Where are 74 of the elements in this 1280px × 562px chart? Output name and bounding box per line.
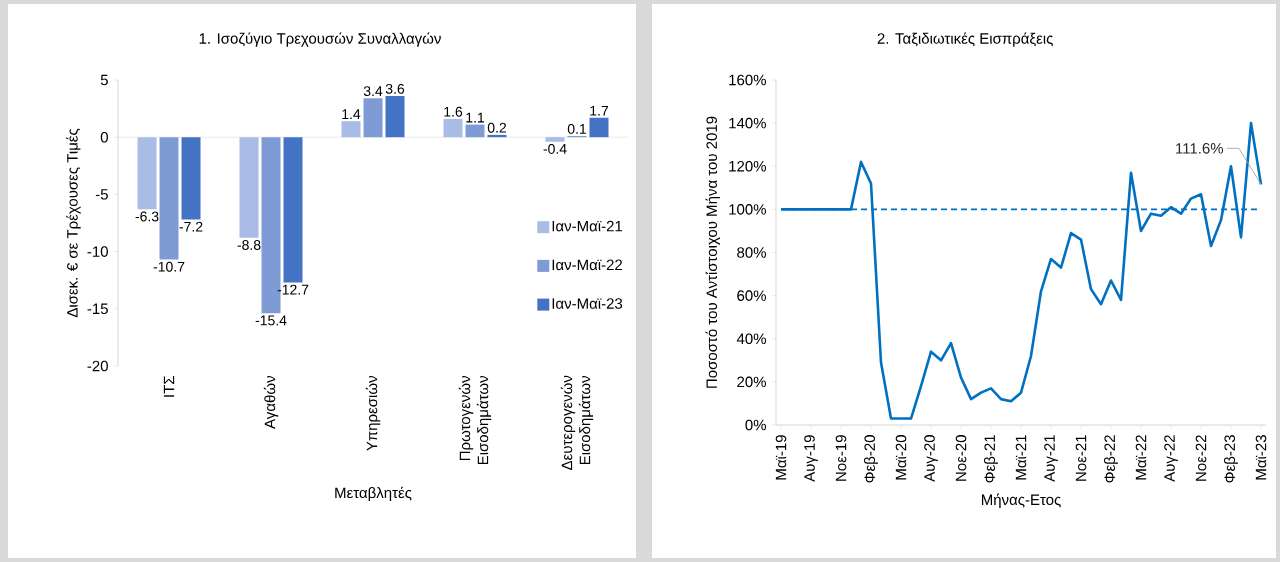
x-axis-title: Μεταβλητές (335, 486, 412, 502)
data-label: -7.2 (179, 221, 203, 232)
y-tick-label: -20 (87, 360, 108, 372)
legend-label: Ιαν-Μαϊ-21 (552, 220, 623, 232)
bar (589, 117, 609, 138)
x-tick-label: Αγαθών (263, 376, 279, 429)
x-axis-title: Μήνας-Ετος (981, 493, 1061, 509)
annotation: 111.6% (1176, 143, 1224, 154)
x-tick-label: Αυγ-21 (1044, 435, 1058, 482)
x-tick-label: Νοε-21 (1075, 435, 1087, 481)
x-tick-label: Νοε-22 (1195, 435, 1207, 481)
data-label: -0.4 (543, 143, 567, 154)
bar (341, 121, 361, 138)
bar (443, 118, 463, 138)
y-tick-label: 80% (737, 247, 766, 258)
y-tick-label: 100% (729, 204, 766, 215)
bar (385, 96, 405, 138)
x-tick-label: Μαϊ-20 (895, 435, 907, 480)
data-label: 1.6 (444, 106, 463, 117)
y-tick-label: -15 (87, 303, 108, 315)
legend-label: Ιαν-Μαϊ-23 (552, 298, 623, 309)
data-label: -8.8 (237, 240, 261, 250)
data-label: 0.2 (487, 122, 507, 133)
x-tick-label: Νοε-19 (835, 435, 847, 481)
data-label: 3.6 (385, 83, 405, 94)
legend-label: Ιαν-Μαϊ-22 (552, 259, 623, 271)
y-tick-label: 5 (100, 74, 108, 86)
x-tick-label: Φεβ-22 (1104, 435, 1118, 483)
x-tick-label: Μαϊ-19 (775, 435, 787, 480)
x-tick-label: Φεβ-23 (1224, 435, 1238, 483)
x-tick-label: Αυγ-22 (1164, 435, 1178, 482)
x-tick-label: Δευτερογενών Εισοδημάτων (560, 375, 594, 471)
y-tick-label: 40% (736, 333, 766, 345)
bar (137, 137, 157, 210)
bar (363, 98, 383, 138)
x-tick-label: Φεβ-20 (864, 435, 878, 483)
data-label: -12.7 (277, 284, 309, 295)
y-axis-title: Δισεκ. € σε Τρέχουσες Τιμές (66, 128, 81, 318)
x-tick-label: Φεβ-21 (984, 435, 998, 483)
data-label: 3.4 (363, 86, 383, 97)
y-tick-label: 140% (729, 117, 766, 129)
data-label: -15.4 (255, 315, 287, 326)
y-tick-label: -10 (87, 246, 108, 257)
x-tick-label: Υπηρεσιών (365, 376, 381, 451)
x-tick-label: Αυγ-19 (804, 435, 818, 482)
data-label: 0.1 (567, 123, 587, 134)
x-tick-label: Πρωτογενών Εισοδημάτων (458, 376, 492, 465)
y-tick-label: 60% (737, 290, 766, 301)
y-tick-label: 0% (745, 419, 766, 431)
bar (159, 137, 179, 260)
x-tick-label: ΙΤΣ (163, 376, 175, 397)
bar (181, 137, 201, 220)
y-axis-title: Ποσοστό του Αντίστοιχου Μήνα του 2019 (705, 116, 720, 388)
x-tick-label: Νοε-20 (955, 435, 967, 481)
x-tick-label: Μαϊ-22 (1135, 435, 1147, 480)
bar (465, 124, 485, 138)
bar (239, 137, 259, 238)
data-label: -6.3 (135, 211, 159, 222)
y-tick-label: 20% (737, 376, 766, 388)
bar (283, 137, 303, 283)
x-tick-label: Μαϊ-23 (1255, 435, 1267, 480)
data-label: 1.4 (342, 109, 361, 119)
y-tick-label: 120% (729, 160, 766, 172)
y-tick-label: -5 (95, 189, 108, 200)
data-label: 1.1 (466, 112, 485, 123)
y-tick-label: 0 (100, 131, 108, 143)
x-tick-label: Αυγ-20 (924, 435, 938, 482)
chart-title: 2. Ταξιδιωτικές Εισπράξεις (877, 32, 1053, 47)
y-tick-label: 160% (729, 74, 766, 86)
data-label: 1.7 (590, 105, 609, 116)
bar (545, 137, 565, 142)
x-tick-label: Μαϊ-21 (1015, 435, 1027, 480)
data-label: -10.7 (153, 261, 185, 272)
chart-title: 1. Ισοζύγιο Τρεχουσών Συναλλαγών (199, 32, 441, 47)
